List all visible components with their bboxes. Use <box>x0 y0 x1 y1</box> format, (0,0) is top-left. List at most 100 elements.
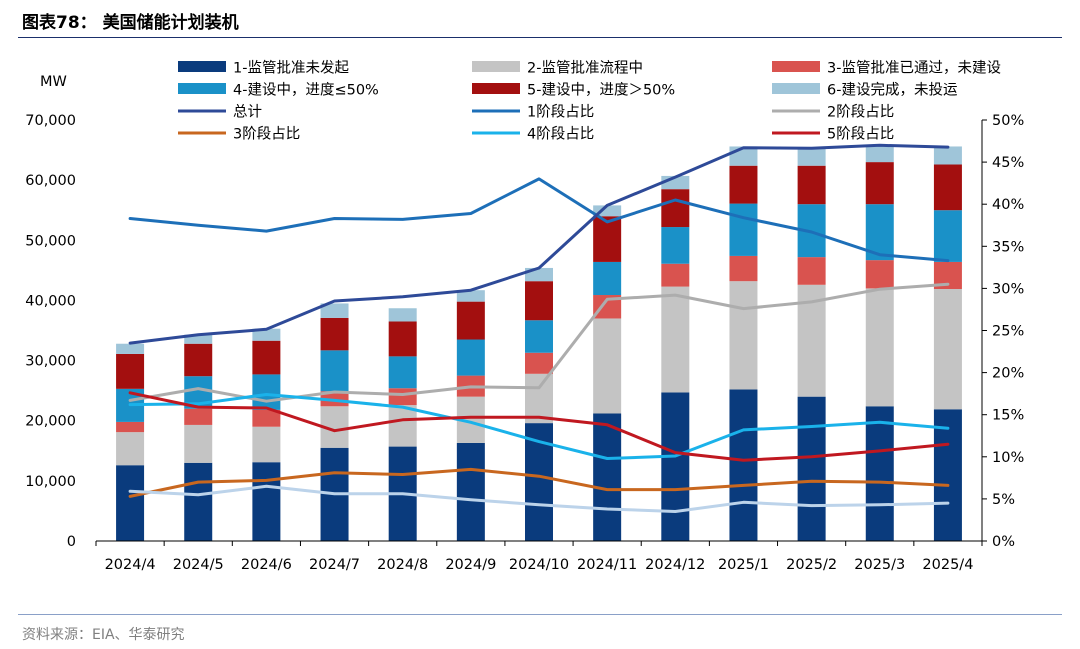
bar-segment-stage-5 <box>797 165 826 205</box>
axis-lines <box>96 120 983 542</box>
bar-segment-stage-2 <box>593 318 622 414</box>
bar-segment-stage-5 <box>456 301 485 340</box>
bar-segment-stage-6 <box>320 303 349 318</box>
legend-label: 总计 <box>233 104 262 121</box>
bar-segment-stage-5 <box>320 317 349 351</box>
bar-segment-stage-4 <box>593 261 622 296</box>
x-axis: 2024/4 2024/5 2024/6 2024/7 2024/8 2024/9 2024… <box>95 541 983 573</box>
bar-segment-stage-1 <box>593 413 622 541</box>
bar-segment-stage-5 <box>116 353 145 389</box>
bar-segment-stage-4 <box>252 374 281 410</box>
bar-segment-stage-1 <box>865 406 894 541</box>
legend-label: 6-建设完成，未投运 <box>827 82 958 99</box>
line-stage-6-share <box>128 484 950 513</box>
legend-label: 1阶段占比 <box>527 104 594 121</box>
y-right-tick-label: 50% <box>992 113 1024 129</box>
legend-swatch-bar <box>178 61 226 72</box>
bar-segment-stage-5 <box>661 189 690 228</box>
bar-segment-stage-4 <box>320 350 349 392</box>
bar-segment-stage-5 <box>252 340 281 375</box>
bar-segment-stage-6 <box>797 147 826 166</box>
y-left-tick-label: 10,000 <box>25 474 76 490</box>
legend-swatch-bar <box>472 61 520 72</box>
line-stage-4-share <box>128 393 950 460</box>
y-right-tick-label: 5% <box>992 492 1015 508</box>
y-left-tick-label: 0 <box>67 534 76 550</box>
bar-segment-stage-2 <box>388 405 417 447</box>
bar-segment-stage-6 <box>252 328 281 341</box>
y-left-unit-label: MW <box>40 74 67 90</box>
legend-label: 1-监管批准未发起 <box>233 60 349 77</box>
x-tick-label: 2025/4 <box>922 557 973 573</box>
legend-label: 2阶段占比 <box>827 104 894 121</box>
line-stage-2-share <box>128 282 950 403</box>
y-left-tick-label: 30,000 <box>25 354 76 370</box>
footer-rule <box>18 614 1062 615</box>
bar-segment-stage-5 <box>184 343 213 377</box>
line-stage-3-share <box>128 467 950 498</box>
bar-segment-stage-3 <box>252 409 281 427</box>
x-tick-label: 2024/9 <box>445 557 496 573</box>
bar-segment-stage-3 <box>116 421 145 433</box>
legend-swatch-bar <box>772 61 820 72</box>
bar-segment-stage-3 <box>661 263 690 287</box>
bar-segment-stage-4 <box>729 203 758 256</box>
y-right-tick-label: 30% <box>992 281 1024 297</box>
x-tick-label: 2024/7 <box>309 557 360 573</box>
y-right-tick-label: 25% <box>992 324 1024 340</box>
chart-legend: 1-监管批准未发起 2-监管批准流程中 3-监管批准已通过，未建设 4-建设中，进度≤… <box>178 60 1001 143</box>
legend-swatch-bar <box>772 83 820 94</box>
legend-swatch-bar <box>178 83 226 94</box>
bar-segment-stage-2 <box>933 289 962 410</box>
bar-segment-stage-6 <box>116 343 145 354</box>
y-right-tick-label: 20% <box>992 366 1024 382</box>
bar-segment-stage-2 <box>661 286 690 393</box>
bar-segment-stage-2 <box>525 373 553 424</box>
x-tick-label: 2024/12 <box>645 557 705 573</box>
bar-segment-stage-1 <box>729 389 758 541</box>
bar-segment-stage-5 <box>525 281 553 321</box>
y-left-tick-label: 60,000 <box>25 173 76 189</box>
line-stage-1-share <box>128 177 950 263</box>
y-right-tick-label: 35% <box>992 239 1024 255</box>
bar-segment-stage-3 <box>865 260 894 289</box>
title-rule <box>18 37 1062 38</box>
y-right-tick-label: 10% <box>992 450 1024 466</box>
y-right-tick-label: 15% <box>992 408 1024 424</box>
legend-label: 3阶段占比 <box>233 126 300 143</box>
legend-label: 5-建设中，进度＞50% <box>527 82 675 99</box>
bar-segment-stage-1 <box>661 392 690 541</box>
x-tick-label: 2024/4 <box>105 557 156 573</box>
bar-segment-stage-6 <box>456 290 485 302</box>
bar-segment-stage-6 <box>865 145 894 163</box>
y-left-tick-label: 40,000 <box>25 293 76 309</box>
bar-segment-stage-5 <box>933 164 962 211</box>
bar-segment-stage-6 <box>388 308 417 322</box>
bar-segment-stage-5 <box>729 165 758 204</box>
bar-segment-stage-2 <box>116 432 145 466</box>
bar-segment-stage-3 <box>525 352 553 374</box>
line-total <box>128 143 950 345</box>
legend-label: 5阶段占比 <box>827 126 894 143</box>
bar-segment-stage-3 <box>593 295 622 319</box>
x-tick-label: 2024/6 <box>241 557 292 573</box>
figure-title: 图表78： 美国储能计划装机 <box>22 13 239 33</box>
bar-segment-stage-1 <box>933 409 962 541</box>
bar-segment-stage-3 <box>797 257 826 285</box>
x-tick-label: 2024/5 <box>173 557 224 573</box>
x-tick-label: 2025/2 <box>786 557 837 573</box>
bar-segment-stage-2 <box>865 288 894 407</box>
x-tick-label: 2025/1 <box>718 557 769 573</box>
line-stage-5-share <box>128 391 950 462</box>
legend-label: 4-建设中，进度≤50% <box>233 82 379 99</box>
legend-label: 3-监管批准已通过，未建设 <box>827 60 1001 77</box>
y-left-tick-label: 20,000 <box>25 414 76 430</box>
bar-segment-stage-3 <box>184 408 213 425</box>
x-tick-label: 2024/10 <box>509 557 569 573</box>
y-left-tick-label: 70,000 <box>25 113 76 129</box>
x-tick-label: 2024/8 <box>377 557 428 573</box>
y-right-axis: 0% 5% 10% 15% 20% 25% 30% 35% 40% 45% 50% <box>982 113 1024 550</box>
bar-segment-stage-2 <box>252 426 281 463</box>
y-right-tick-label: 45% <box>992 155 1024 171</box>
bar-segment-stage-3 <box>388 388 417 406</box>
